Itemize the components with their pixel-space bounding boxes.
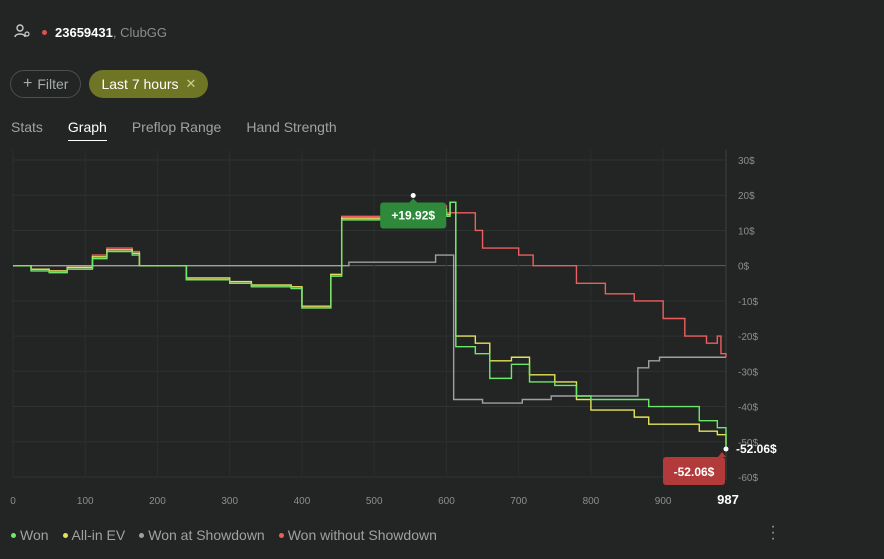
series-line-won-at-showdown xyxy=(13,254,726,404)
legend-label: All-in EV xyxy=(71,527,126,543)
end-label-box xyxy=(663,457,725,486)
y-tick-label: -60$ xyxy=(738,473,758,484)
x-tick-label: 600 xyxy=(438,496,455,507)
legend-dot xyxy=(62,532,68,538)
tab-hand-strength[interactable]: Hand Strength xyxy=(246,119,337,135)
legend-item-allin-ev[interactable]: All-in EV xyxy=(62,527,126,543)
legend-dot xyxy=(139,532,145,538)
x-tick-label: 100 xyxy=(77,496,94,507)
red-status-dot xyxy=(42,29,47,35)
y-tick-label: -10$ xyxy=(738,297,758,308)
x-tick-label: 200 xyxy=(149,496,166,507)
x-tick-label: 300 xyxy=(221,496,238,507)
legend-item-won[interactable]: Won xyxy=(11,527,49,543)
vertical-dots-icon[interactable]: · · · xyxy=(770,518,776,547)
filter-label: Filter xyxy=(37,76,69,92)
end-point xyxy=(723,446,729,452)
legend-item-nonshowdown[interactable]: Won without Showdown xyxy=(278,527,437,543)
time-filter-chip[interactable]: Last 7 hours ✕ xyxy=(89,70,209,98)
x-tick-label: 0 xyxy=(10,496,16,507)
end-label-pointer xyxy=(718,452,726,458)
legend-item-showdown[interactable]: Won at Showdown xyxy=(139,527,265,543)
tab-stats[interactable]: Stats xyxy=(11,119,43,135)
x-tick-label: 700 xyxy=(510,496,527,507)
y-tick-label: 10$ xyxy=(738,226,755,237)
y-tick-label: 20$ xyxy=(738,191,755,202)
filter-bar: + Filter Last 7 hours ✕ xyxy=(10,70,209,98)
legend-label: Won without Showdown xyxy=(287,527,437,543)
legend-label: Won at Showdown xyxy=(148,527,265,543)
chart-legend: Won All-in EV Won at Showdown Won withou… xyxy=(11,527,437,543)
y-tick-label: -50$ xyxy=(738,438,758,449)
player-id: 23659431 xyxy=(55,24,113,40)
series-line-won-without-showdown xyxy=(13,205,727,358)
end-value-label: -52.06$ xyxy=(674,465,715,479)
close-icon[interactable]: ✕ xyxy=(185,76,197,91)
player-settings-icon[interactable] xyxy=(14,23,30,42)
tab-graph[interactable]: Graph xyxy=(67,119,107,141)
legend-dot xyxy=(11,532,16,538)
tab-bar: Stats Graph Preflop Range Hand Strength xyxy=(11,119,337,141)
x-tick-label: 800 xyxy=(583,496,600,507)
y-tick-label: 0$ xyxy=(738,262,750,273)
profit-chart: 30$ 20$ 10$ 0$ -10$ -20$ -30$ -40$ -50$ -60$ 0 100 2… xyxy=(10,150,777,507)
filter-button[interactable]: + Filter xyxy=(10,70,82,98)
x-tick-label: 400 xyxy=(294,496,311,507)
legend-label: Won xyxy=(20,527,49,543)
peak-label: +19.92$ xyxy=(391,209,435,223)
legend-dot xyxy=(278,532,284,538)
peak-label-pointer xyxy=(409,198,418,203)
end-value-axis-label: -52.06$ xyxy=(736,442,777,456)
player-header: 23659431, ClubGG xyxy=(14,22,167,42)
x-tick-label: 500 xyxy=(366,496,383,507)
y-tick-label: -40$ xyxy=(738,403,758,414)
peak-label-box xyxy=(380,202,447,229)
peak-point xyxy=(410,193,416,199)
series-line-all-in-ev xyxy=(13,201,727,446)
tab-preflop-range[interactable]: Preflop Range xyxy=(131,119,222,135)
club-name: , ClubGG xyxy=(112,24,168,40)
x-end-label: 987 xyxy=(717,492,739,507)
time-filter-label: Last 7 hours xyxy=(101,76,179,92)
y-tick-label: -30$ xyxy=(738,367,758,378)
series-line-won xyxy=(13,201,727,450)
y-tick-label: 30$ xyxy=(738,156,755,167)
plus-icon: + xyxy=(23,75,33,92)
y-tick-label: -20$ xyxy=(738,332,758,343)
x-tick-label: 900 xyxy=(655,496,672,507)
